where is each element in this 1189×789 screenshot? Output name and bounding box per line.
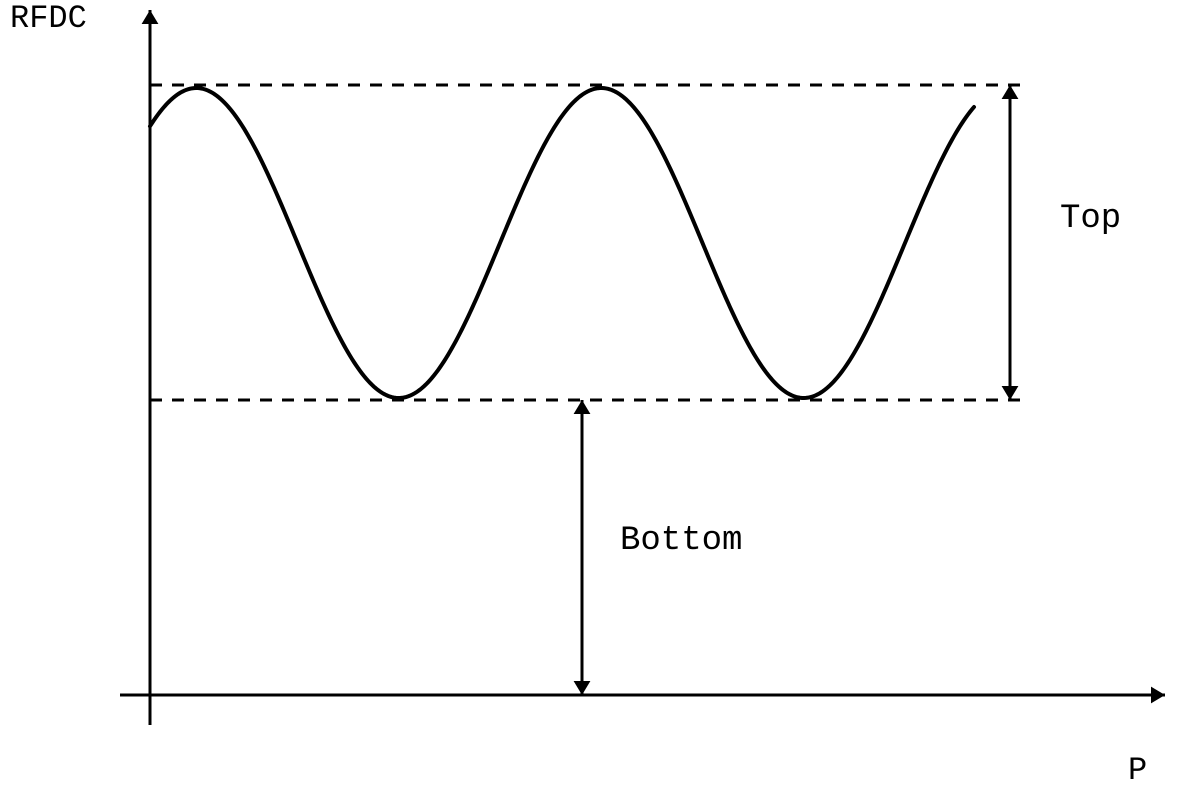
top-amplitude-label: Top [1060, 200, 1121, 238]
x-axis-label: P [1128, 752, 1147, 789]
chart-svg [0, 0, 1189, 783]
y-axis-label: RFDC [10, 0, 87, 37]
chart-container: RFDC P Top Bottom [0, 0, 1189, 783]
bottom-offset-label: Bottom [620, 522, 742, 560]
